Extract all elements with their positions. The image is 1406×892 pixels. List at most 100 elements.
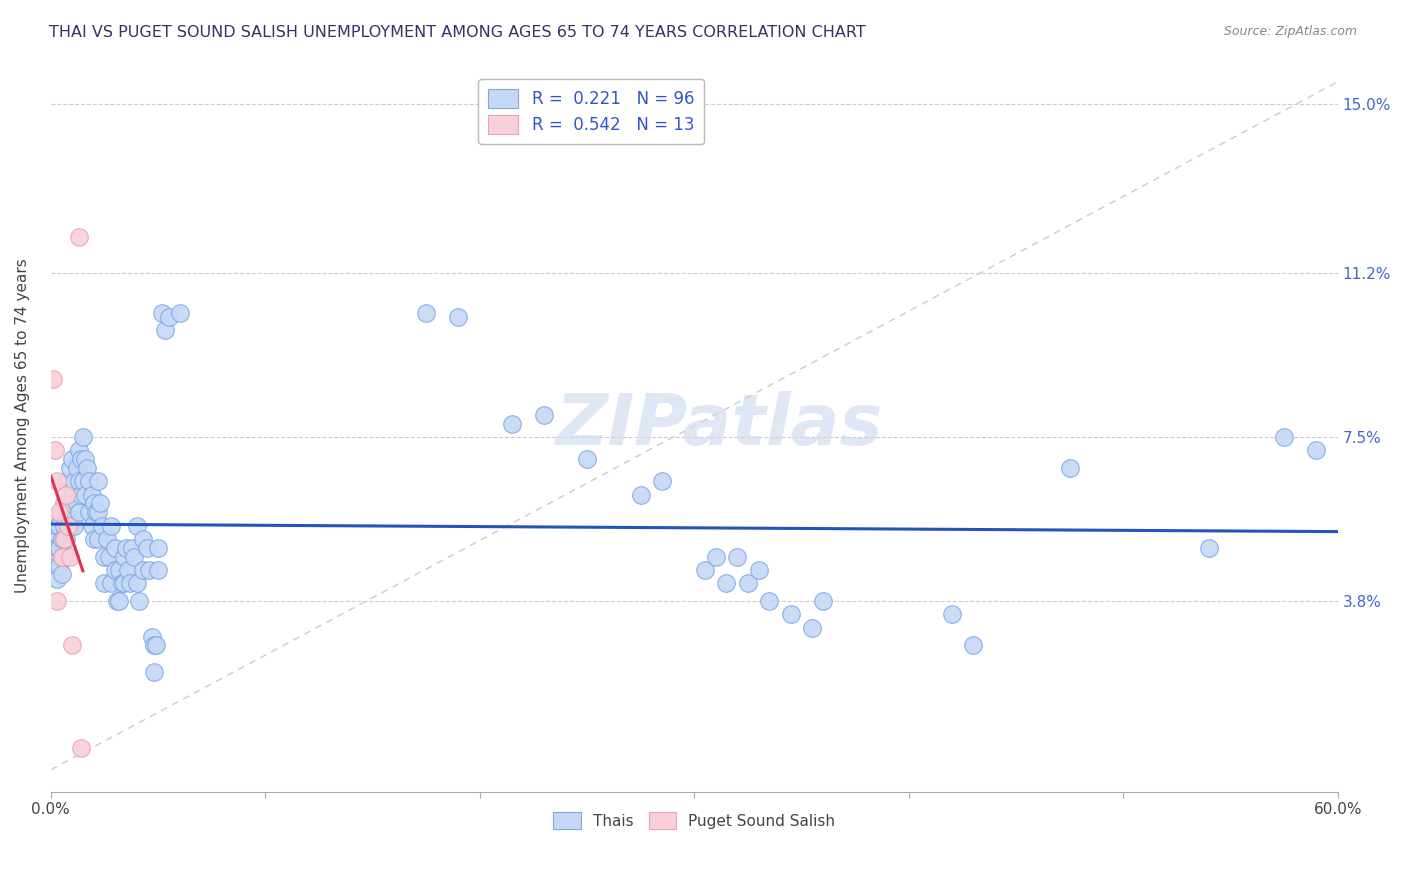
Point <box>52 549 75 564</box>
Point <box>811 594 834 608</box>
Point <box>60 487 83 501</box>
Point <box>112 576 135 591</box>
Point <box>67 230 90 244</box>
Point <box>415 305 437 319</box>
Point <box>1305 443 1327 458</box>
Point <box>758 594 780 608</box>
Point <box>76 461 98 475</box>
Point <box>97 549 120 564</box>
Point <box>51 549 73 564</box>
Point <box>46 572 69 586</box>
Point <box>67 443 90 458</box>
Point <box>55 475 77 489</box>
Point <box>75 487 97 501</box>
Point <box>56 518 79 533</box>
Point <box>59 549 82 564</box>
Point <box>87 532 110 546</box>
Point <box>120 576 142 591</box>
Point <box>46 558 69 573</box>
Point <box>59 518 82 533</box>
Point <box>117 563 139 577</box>
Text: ZIPatlas: ZIPatlas <box>557 392 884 460</box>
Point <box>1272 430 1295 444</box>
Point <box>157 310 180 324</box>
Point <box>801 621 824 635</box>
Point <box>42 549 65 564</box>
Legend: Thais, Puget Sound Salish: Thais, Puget Sound Salish <box>547 805 842 836</box>
Point <box>44 527 66 541</box>
Point <box>52 496 75 510</box>
Point <box>96 532 118 546</box>
Point <box>72 430 94 444</box>
Point <box>46 594 69 608</box>
Point <box>56 496 79 510</box>
Point <box>93 549 115 564</box>
Point <box>55 505 77 519</box>
Point <box>124 549 146 564</box>
Point <box>576 452 599 467</box>
Point <box>51 505 73 519</box>
Point <box>779 607 801 622</box>
Text: THAI VS PUGET SOUND SALISH UNEMPLOYMENT AMONG AGES 65 TO 74 YEARS CORRELATION CH: THAI VS PUGET SOUND SALISH UNEMPLOYMENT … <box>49 25 866 40</box>
Point <box>1059 461 1081 475</box>
Point <box>630 487 652 501</box>
Point <box>108 563 131 577</box>
Point <box>91 518 114 533</box>
Point <box>70 740 93 755</box>
Point <box>83 532 105 546</box>
Point <box>748 563 770 577</box>
Point <box>80 518 103 533</box>
Point <box>44 554 66 568</box>
Point <box>80 487 103 501</box>
Y-axis label: Unemployment Among Ages 65 to 74 years: Unemployment Among Ages 65 to 74 years <box>15 259 30 593</box>
Point <box>46 541 69 555</box>
Point <box>146 541 169 555</box>
Point <box>65 461 87 475</box>
Point <box>125 576 148 591</box>
Point <box>87 475 110 489</box>
Point <box>716 576 738 591</box>
Point <box>153 323 176 337</box>
Point <box>67 475 90 489</box>
Point <box>142 665 165 679</box>
Point <box>737 576 759 591</box>
Point <box>108 594 131 608</box>
Point <box>46 475 69 489</box>
Point <box>136 541 159 555</box>
Point <box>115 541 138 555</box>
Point <box>141 630 163 644</box>
Point <box>70 452 93 467</box>
Point <box>52 518 75 533</box>
Point <box>42 541 65 555</box>
Point <box>121 541 143 555</box>
Point <box>52 532 75 546</box>
Point <box>132 563 155 577</box>
Point <box>145 639 167 653</box>
Point <box>501 417 523 431</box>
Point <box>51 532 73 546</box>
Point <box>67 505 90 519</box>
Point <box>110 576 132 591</box>
Point <box>150 305 173 319</box>
Point <box>651 475 673 489</box>
Point <box>112 549 135 564</box>
Point <box>83 496 105 510</box>
Point <box>60 452 83 467</box>
Point <box>48 518 70 533</box>
Point <box>44 541 66 555</box>
Point <box>84 505 107 519</box>
Point <box>1198 541 1220 555</box>
Point <box>125 518 148 533</box>
Point <box>533 408 555 422</box>
Point <box>63 475 86 489</box>
Text: Source: ZipAtlas.com: Source: ZipAtlas.com <box>1223 25 1357 38</box>
Point <box>48 505 70 519</box>
Point <box>447 310 470 324</box>
Point <box>104 563 127 577</box>
Point <box>704 549 727 564</box>
Point <box>60 639 83 653</box>
Point <box>59 496 82 510</box>
Point <box>693 563 716 577</box>
Point <box>132 532 155 546</box>
Point <box>87 505 110 519</box>
